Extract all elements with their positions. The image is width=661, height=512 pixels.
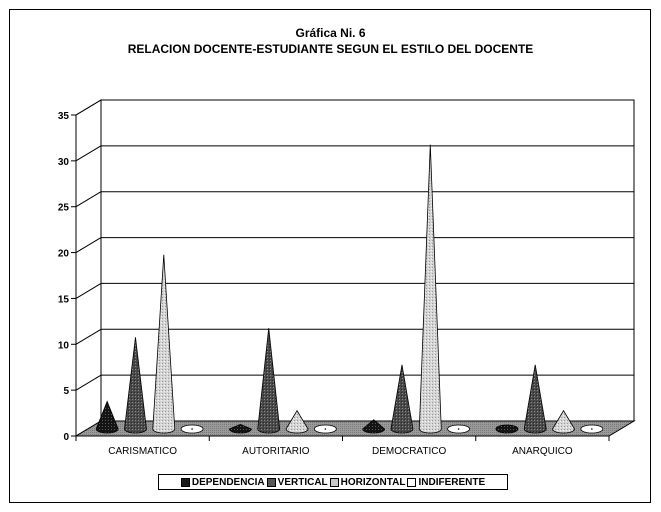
cone-dot <box>457 428 460 430</box>
cone-horizontal-autoritario <box>285 409 309 434</box>
legend-swatch <box>407 477 417 487</box>
cone-dependencia-anarquico <box>495 424 519 434</box>
gridline-side <box>75 374 102 391</box>
legend-swatch <box>266 477 276 487</box>
cone-horizontal-democratico <box>418 144 442 434</box>
x-tick-label: CARISMATICO <box>108 446 177 457</box>
side-wall <box>75 99 102 437</box>
gridlines <box>75 99 634 391</box>
cone-indiferente-autoritario <box>313 424 337 434</box>
cone-dependencia-autoritario <box>229 423 252 434</box>
cone-base <box>495 424 519 434</box>
cone-dot <box>324 428 327 430</box>
cone-indiferente-democratico <box>447 424 470 434</box>
gridline-side <box>75 191 102 208</box>
y-tick-label: 5 <box>63 386 69 397</box>
legend: DEPENDENCIA VERTICAL HORIZONTAL INDIFERE… <box>158 474 508 490</box>
cone-body <box>552 409 575 434</box>
y-tick-label: 20 <box>58 249 70 260</box>
y-tick-label: 10 <box>58 340 70 351</box>
x-axis-labels: CARISMATICO AUTORITARIO DEMOCRATICO ANARQUI… <box>75 436 610 457</box>
cone-dot <box>191 428 193 430</box>
chart-title: Gráfica Ni. 6 <box>295 26 366 40</box>
x-tick-label: AUTORITARIO <box>242 446 310 457</box>
cone-vertical-democratico <box>390 364 414 434</box>
legend-label: HORIZONTAL <box>340 476 406 488</box>
cone-body <box>418 144 442 434</box>
cone-body <box>257 328 281 434</box>
cone-horizontal-carismatico <box>152 254 176 434</box>
cone-dot <box>591 428 593 430</box>
cone-dependencia-democratico <box>362 419 386 434</box>
y-tick-label: 25 <box>58 203 70 214</box>
legend-swatch <box>180 477 190 487</box>
cone-vertical-autoritario <box>257 328 281 434</box>
gridline-side <box>75 328 102 345</box>
legend-item-indiferente: INDIFERENTE <box>407 477 485 488</box>
chart-subtitle: RELACION DOCENTE-ESTUDIANTE SEGUN EL EST… <box>127 42 534 56</box>
cone-body <box>523 364 547 434</box>
gridline-side <box>75 237 102 254</box>
gridline-side <box>75 99 102 116</box>
x-tick-label: ANARQUICO <box>512 446 573 457</box>
cone-vertical-carismatico <box>124 337 147 434</box>
legend-item-vertical: VERTICAL <box>266 476 328 488</box>
cone-body <box>95 400 119 434</box>
cone-horizontal-anarquico <box>552 409 575 434</box>
cone-body <box>285 409 309 434</box>
legend-item-horizontal: HORIZONTAL <box>329 476 406 488</box>
legend-swatch <box>329 477 339 487</box>
legend-label: DEPENDENCIA <box>191 476 265 488</box>
cone-indiferente-anarquico <box>580 424 604 434</box>
cone-indiferente-carismatico <box>180 424 204 434</box>
cone-dependencia-carismatico <box>95 400 119 434</box>
legend-item-dependencia: DEPENDENCIA <box>180 476 265 488</box>
gridline-side <box>75 145 102 162</box>
cone-body <box>152 254 176 434</box>
y-tick-label: 30 <box>58 157 70 168</box>
cone-body <box>229 423 252 434</box>
x-tick-label: DEMOCRATICO <box>372 446 446 457</box>
back-wall <box>100 99 635 422</box>
legend-label: INDIFERENTE <box>418 476 486 488</box>
gridline-side <box>75 282 102 299</box>
plot-floor <box>74 420 636 437</box>
floor-plane <box>74 420 636 437</box>
y-tick-label: 35 <box>58 111 70 122</box>
cone-vertical-anarquico <box>523 364 547 434</box>
y-axis-ticks: 0 5 10 15 20 25 30 35 <box>58 111 77 443</box>
legend-label: VERTICAL <box>277 476 328 488</box>
y-tick-label: 0 <box>63 432 69 443</box>
cone-body <box>390 364 414 434</box>
cone-marks <box>95 144 604 434</box>
cone-body <box>362 419 386 434</box>
cone-body <box>124 337 147 434</box>
y-tick-label: 15 <box>58 294 70 305</box>
